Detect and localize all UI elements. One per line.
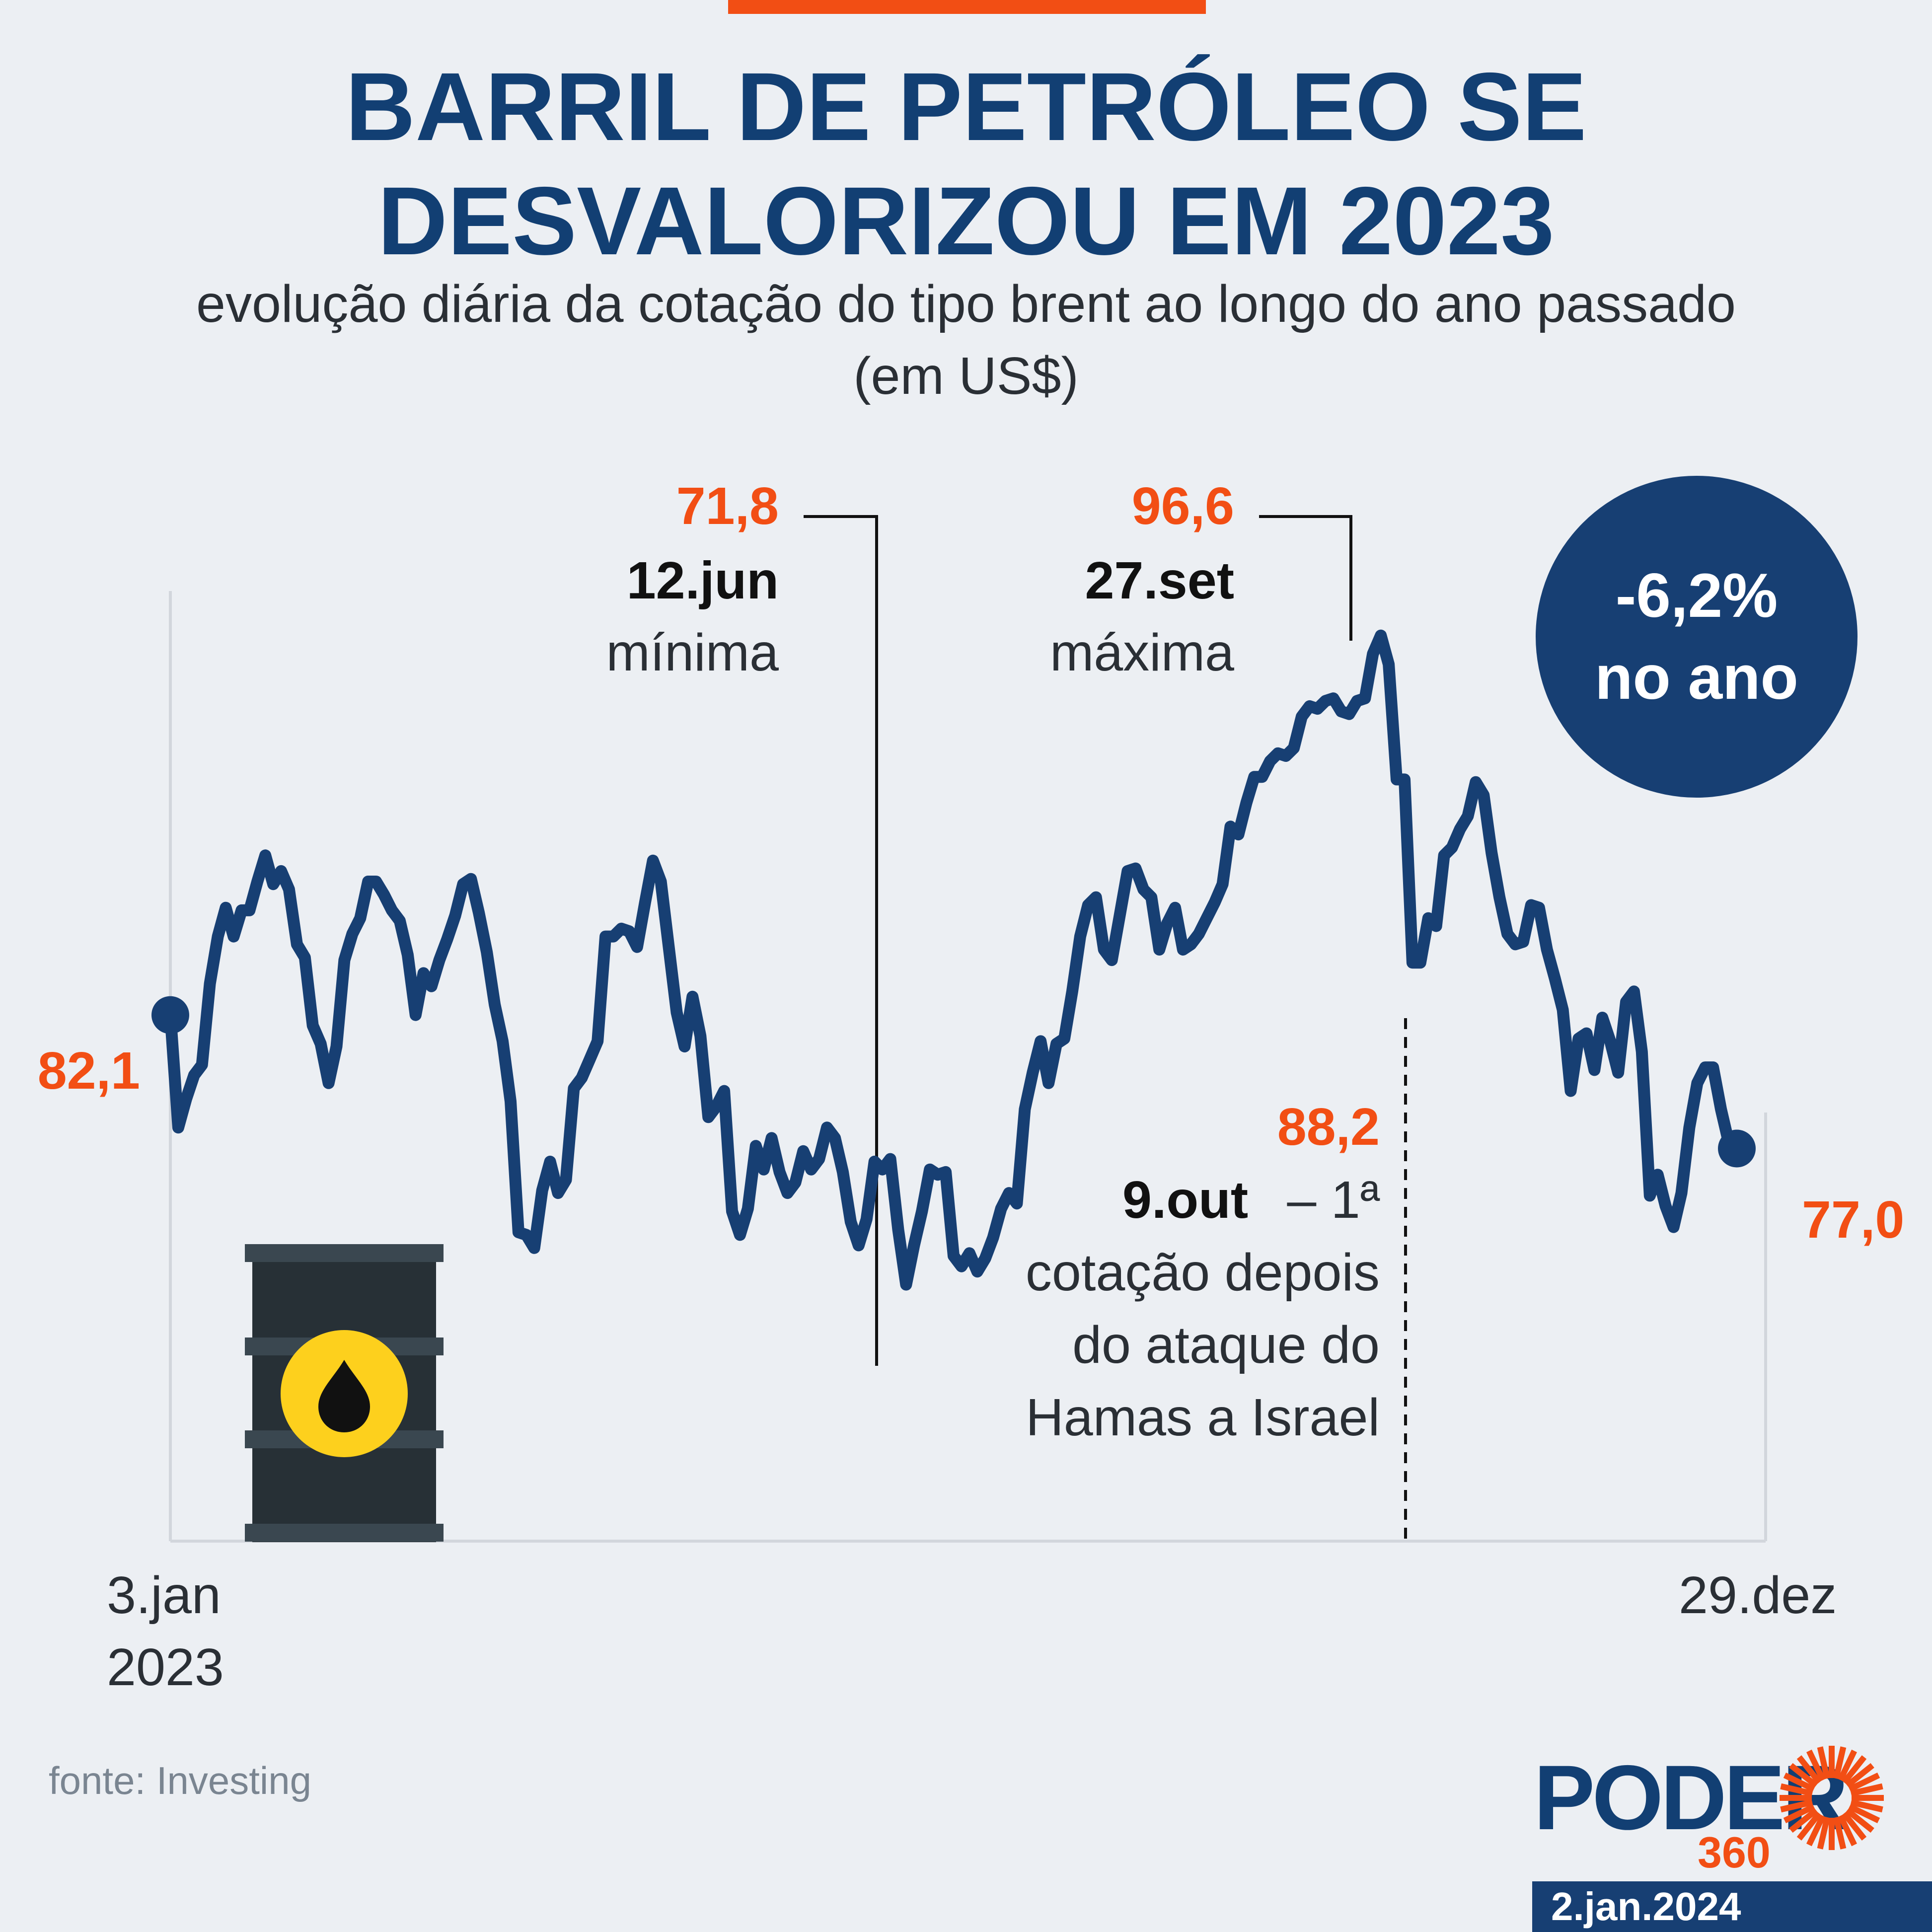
title-line-2: DESVALORIZOU EM 2023	[377, 167, 1555, 275]
chart-subtitle: evolução diária da cotação do tipo brent…	[0, 268, 1932, 412]
oil-barrel-icon	[245, 1244, 444, 1542]
title-line-1: BARRIL DE PETRÓLEO SE	[345, 53, 1587, 161]
brand-logo-number: 360	[1698, 1828, 1771, 1877]
min-value-label: 71,8	[676, 477, 779, 535]
min-annotation-leader	[804, 515, 878, 1366]
x-start-label: 3.jan 2023	[107, 1560, 224, 1704]
chart-title: BARRIL DE PETRÓLEO SE DESVALORIZOU EM 20…	[0, 50, 1932, 278]
start-value-label: 82,1	[38, 1041, 140, 1100]
yearly-change-value: -6,2%	[1615, 561, 1778, 630]
hamas-note-line-4: Hamas a Israel	[1026, 1388, 1380, 1447]
hamas-note-line-3: do ataque do	[1072, 1316, 1380, 1374]
subtitle-line-1: evolução diária da cotação do tipo brent…	[196, 275, 1736, 333]
max-date-label: 27.set	[1085, 551, 1234, 610]
x-start-date: 3.jan	[107, 1566, 221, 1625]
x-end-label: 29.dez	[1679, 1566, 1837, 1625]
end-point-marker	[1718, 1129, 1756, 1168]
top-accent-bar	[728, 0, 1206, 14]
yearly-change-badge: -6,2% no ano	[1536, 476, 1858, 798]
oil-drop-icon	[318, 1360, 370, 1432]
publication-date: 2.jan.2024	[1532, 1881, 1932, 1932]
x-start-year: 2023	[107, 1638, 224, 1697]
hamas-date-label: 9.out	[1122, 1171, 1248, 1229]
hamas-note-line-1: – 1ª	[1287, 1171, 1380, 1229]
max-annotation-leader	[1259, 515, 1352, 641]
series-line-brent	[164, 629, 1743, 1291]
min-date-label: 12.jun	[627, 551, 779, 610]
yearly-change-label: no ano	[1595, 643, 1798, 712]
subtitle-line-2: (em US$)	[853, 347, 1079, 405]
brand-logo-text: PODER	[1534, 1747, 1849, 1849]
end-value-label: 77,0	[1802, 1190, 1904, 1249]
hamas-value-label: 88,2	[1277, 1098, 1380, 1156]
hamas-note-line-2: cotação depois	[1026, 1243, 1380, 1302]
min-note-label: mínima	[606, 623, 779, 682]
max-value-label: 96,6	[1132, 477, 1234, 535]
start-point-marker	[151, 996, 189, 1034]
max-note-label: máxima	[1050, 623, 1234, 682]
source-note: fonte: Investing	[49, 1759, 312, 1802]
